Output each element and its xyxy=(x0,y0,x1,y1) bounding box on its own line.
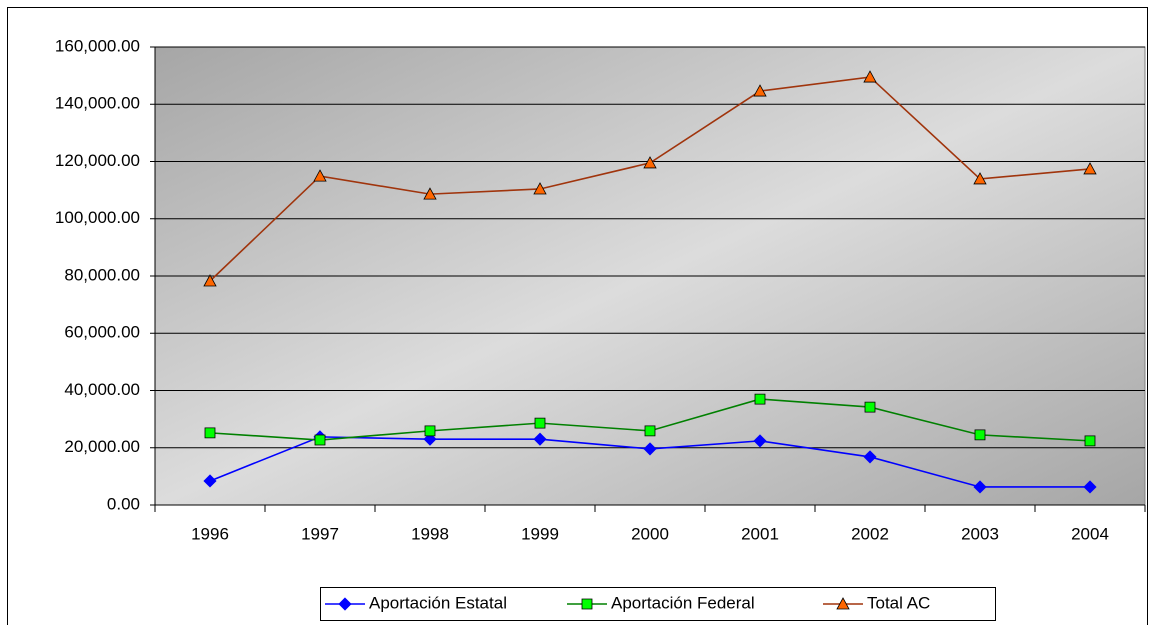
y-tick-label: 160,000.00 xyxy=(55,36,140,55)
x-tick-label: 2003 xyxy=(961,524,999,543)
data-point xyxy=(203,474,217,488)
y-tick-label: 100,000.00 xyxy=(55,208,140,227)
x-tick-label: 1999 xyxy=(521,524,559,543)
data-point xyxy=(754,393,766,405)
y-tick-label: 0.00 xyxy=(107,494,140,513)
data-point xyxy=(973,172,987,185)
legend-label: Total AC xyxy=(867,593,930,612)
data-point xyxy=(1083,480,1097,494)
data-point xyxy=(643,442,657,456)
legend-marker xyxy=(836,597,850,610)
chart-frame xyxy=(7,7,1148,625)
x-tick-label: 2004 xyxy=(1071,524,1109,543)
y-tick-label: 120,000.00 xyxy=(55,151,140,170)
data-point xyxy=(533,182,547,195)
data-point xyxy=(204,427,216,439)
legend-label: Aportación Federal xyxy=(611,593,755,612)
y-tick-label: 20,000.00 xyxy=(64,437,140,456)
legend-box xyxy=(320,587,996,621)
data-point xyxy=(1084,435,1096,447)
data-point xyxy=(863,70,877,83)
x-tick-label: 2002 xyxy=(851,524,889,543)
x-tick-label: 2000 xyxy=(631,524,669,543)
data-point xyxy=(423,187,437,200)
x-tick-label: 2001 xyxy=(741,524,779,543)
x-tick-label: 1998 xyxy=(411,524,449,543)
legend-marker xyxy=(338,597,352,611)
data-point xyxy=(644,425,656,437)
data-point xyxy=(1083,162,1097,175)
y-tick-label: 40,000.00 xyxy=(64,380,140,399)
data-point xyxy=(753,84,767,97)
y-tick-label: 140,000.00 xyxy=(55,94,140,113)
legend-label: Aportación Estatal xyxy=(369,593,507,612)
y-tick-label: 60,000.00 xyxy=(64,323,140,342)
data-point xyxy=(313,169,327,182)
y-tick-label: 80,000.00 xyxy=(64,265,140,284)
data-point xyxy=(753,434,767,448)
x-tick-label: 1996 xyxy=(191,524,229,543)
data-point xyxy=(973,480,987,494)
data-point xyxy=(864,401,876,413)
data-point xyxy=(424,425,436,437)
data-point xyxy=(533,432,547,446)
data-point xyxy=(974,429,986,441)
x-tick-label: 1997 xyxy=(301,524,339,543)
data-point xyxy=(314,434,326,446)
data-point xyxy=(203,274,217,287)
data-point xyxy=(534,417,546,429)
data-point xyxy=(643,156,657,169)
legend-marker xyxy=(581,598,593,610)
data-point xyxy=(863,450,877,464)
